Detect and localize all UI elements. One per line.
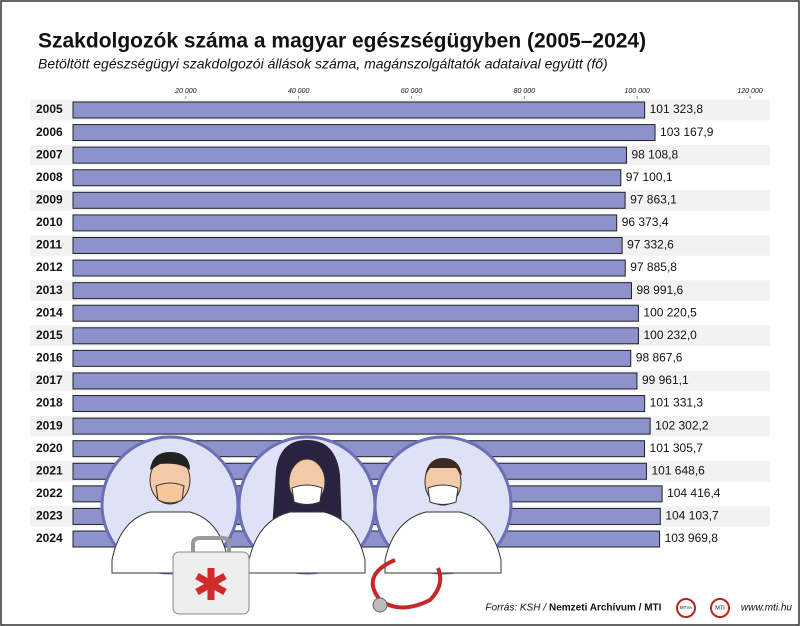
value-label: 100 220,5 xyxy=(643,305,697,319)
footer-source: Forrás: KSH / xyxy=(485,603,547,614)
bar xyxy=(72,101,646,119)
y-tick-label: 2009 xyxy=(36,192,63,206)
stethoscope xyxy=(370,558,443,610)
value-label: 99 961,1 xyxy=(642,373,689,387)
y-tick-label: 2005 xyxy=(36,102,63,116)
value-label: 101 331,3 xyxy=(650,396,704,410)
mask xyxy=(155,482,185,504)
footer-url: www.mti.hu xyxy=(741,603,793,614)
value-label: 101 323,8 xyxy=(650,102,704,116)
stethoscope-head xyxy=(372,597,388,613)
doctor-body xyxy=(384,511,502,574)
value-label: 98 991,6 xyxy=(636,283,683,297)
value-label: 98 108,8 xyxy=(631,147,678,161)
value-label: 104 416,4 xyxy=(667,486,721,500)
value-label: 96 373,4 xyxy=(622,215,669,229)
value-label: 97 885,8 xyxy=(630,260,677,274)
x-tick-label: 100 000 xyxy=(625,88,650,95)
y-tick-label: 2010 xyxy=(36,215,63,229)
value-label: 104 103,7 xyxy=(665,509,719,523)
x-tick-label: 20 000 xyxy=(174,88,197,95)
value-label: 102 302,2 xyxy=(655,418,709,432)
bar xyxy=(72,417,651,435)
case-symbol xyxy=(195,568,227,600)
y-tick-label: 2020 xyxy=(36,441,63,455)
y-tick-label: 2016 xyxy=(36,351,63,365)
logo-text: MTVA xyxy=(680,605,692,610)
footer-source-bold: Nemzeti Archívum / MTI xyxy=(549,603,662,614)
y-tick-label: 2008 xyxy=(36,170,63,184)
bar xyxy=(72,259,626,277)
bar xyxy=(72,169,622,187)
bar xyxy=(72,349,632,367)
y-tick-label: 2024 xyxy=(36,531,63,545)
bar xyxy=(72,236,623,254)
y-tick-label: 2022 xyxy=(36,486,63,500)
bar xyxy=(72,282,632,300)
doctor-hair xyxy=(425,458,462,476)
x-tick-label: 60 000 xyxy=(401,88,423,95)
case-handle xyxy=(191,536,231,552)
value-label: 97 332,6 xyxy=(627,238,674,252)
bar xyxy=(72,191,626,209)
y-tick-label: 2017 xyxy=(36,373,63,387)
x-tick-label: 80 000 xyxy=(514,88,536,95)
y-tick-label: 2014 xyxy=(36,305,63,319)
value-label: 97 863,1 xyxy=(630,192,677,206)
chart-title: Szakdolgozók száma a magyar egészségügyb… xyxy=(38,30,646,53)
bar xyxy=(72,124,656,142)
value-label: 103 167,9 xyxy=(660,125,714,139)
bar xyxy=(72,146,627,164)
bar xyxy=(72,304,639,322)
nurse-body xyxy=(248,511,366,574)
y-tick-label: 2011 xyxy=(36,238,62,252)
bar xyxy=(72,372,638,390)
x-tick-label: 40 000 xyxy=(288,88,310,95)
value-label: 100 232,0 xyxy=(643,328,697,342)
value-label: 98 867,6 xyxy=(636,351,683,365)
bar xyxy=(72,395,646,413)
chart-subtitle: Betöltött egészségügyi szakdolgozói állá… xyxy=(38,56,608,72)
y-tick-label: 2012 xyxy=(36,260,63,274)
value-label: 101 305,7 xyxy=(650,441,704,455)
y-tick-label: 2006 xyxy=(36,125,63,139)
mask xyxy=(427,484,459,505)
doctor-hair xyxy=(150,452,190,470)
logo xyxy=(676,598,696,618)
value-label: 103 969,8 xyxy=(665,531,719,545)
y-tick-label: 2021 xyxy=(36,463,63,477)
bar xyxy=(72,327,639,345)
illustrations xyxy=(100,435,513,615)
x-tick-label: 120 000 xyxy=(737,88,762,95)
y-tick-label: 2018 xyxy=(36,396,63,410)
y-tick-label: 2019 xyxy=(36,418,63,432)
logo-text: MTI xyxy=(715,605,725,611)
bar xyxy=(72,440,646,458)
y-tick-label: 2013 xyxy=(36,283,63,297)
value-label: 101 648,6 xyxy=(651,463,705,477)
value-label: 97 100,1 xyxy=(626,170,673,184)
bar xyxy=(72,214,618,232)
logo xyxy=(710,598,730,618)
y-tick-label: 2023 xyxy=(36,509,63,523)
y-tick-label: 2015 xyxy=(36,328,63,342)
mask xyxy=(291,484,323,505)
y-tick-label: 2007 xyxy=(36,147,63,161)
